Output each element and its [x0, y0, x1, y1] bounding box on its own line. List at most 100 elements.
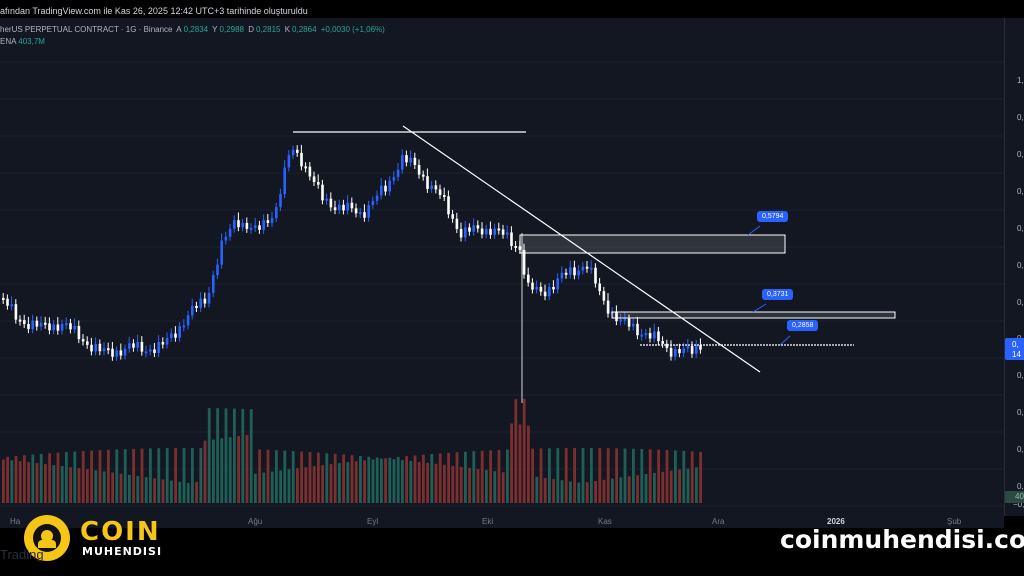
website-url[interactable]: coinmuhendisi.com: [780, 525, 1024, 554]
price-tick: 0,: [1017, 150, 1024, 159]
volume-bar: [262, 472, 266, 503]
volume-bar: [669, 470, 673, 503]
volume-bar: [564, 448, 568, 503]
candle-body: [39, 322, 43, 327]
candle-body: [560, 272, 564, 279]
candle-body: [388, 180, 391, 192]
volume-bar: [548, 448, 551, 503]
change-value: +0,0030 (+1,06%): [320, 25, 385, 34]
annotation-label-1[interactable]: 0,5794: [757, 211, 789, 222]
volume-bar: [371, 459, 375, 503]
candle-body: [396, 169, 400, 178]
candle-body: [678, 349, 681, 354]
volume-bar: [296, 468, 299, 503]
volume-bar: [14, 455, 18, 503]
price-chart[interactable]: herUS PERPETUAL CONTRACT · 1G · Binance …: [0, 18, 1004, 516]
volume-bar: [170, 480, 173, 503]
candle-body: [308, 166, 312, 177]
candle-body: [291, 149, 295, 156]
candle-body: [371, 200, 375, 206]
volume-bar: [321, 465, 324, 503]
volume-bar: [518, 424, 522, 503]
candle-body: [60, 323, 64, 331]
volume-bar: [258, 449, 261, 503]
volume-bar: [207, 408, 211, 503]
label-connector: [779, 335, 791, 346]
volume-bar: [594, 480, 597, 503]
volume-bar: [430, 454, 434, 503]
candle-body: [140, 341, 144, 352]
volume-bar: [270, 471, 274, 503]
candle-body: [165, 337, 169, 345]
price-tick: 0,: [1017, 371, 1024, 380]
candle-body: [594, 267, 597, 284]
candle-body: [153, 349, 156, 353]
volume-bar: [396, 456, 400, 503]
candle-body: [367, 205, 370, 218]
candle-body: [329, 198, 333, 208]
candle-body: [94, 343, 97, 352]
candle-body: [283, 167, 286, 195]
volume-bar: [426, 462, 429, 503]
candle-body: [690, 346, 694, 354]
volume-bar: [312, 466, 316, 503]
candle-body: [44, 322, 47, 325]
volume-bar: [455, 452, 459, 503]
label-connector: [747, 225, 761, 236]
volume-bar: [674, 450, 677, 503]
candle-body: [585, 266, 589, 269]
price-tick: 0,: [1017, 224, 1024, 233]
volume-bar: [699, 451, 702, 503]
volume-bar: [73, 451, 77, 503]
candle-body: [266, 220, 270, 223]
candle-body: [258, 225, 261, 230]
candle-body: [107, 348, 110, 351]
candle-body: [14, 304, 18, 320]
candle-body: [224, 236, 228, 241]
candle-body: [674, 349, 677, 357]
volume-bar: [6, 456, 9, 503]
time-axis[interactable]: Ha Ağu Eyl Eki Kas Ara 2026 Şub: [0, 516, 1004, 528]
candle-body: [90, 344, 93, 352]
candle-body: [115, 350, 118, 357]
candle-body: [69, 323, 72, 330]
candle-body: [279, 194, 282, 208]
level-box: [611, 311, 896, 319]
volume-bar: [186, 482, 190, 503]
volume-bar: [606, 448, 610, 503]
volume-bar: [464, 451, 467, 503]
volume-bar: [501, 472, 505, 503]
volume-bar: [623, 448, 627, 503]
volume-bar: [237, 436, 240, 503]
current-price-tag: 0, 14: [1005, 338, 1024, 360]
logo-emblem-icon: [33, 524, 61, 552]
annotation-label-2[interactable]: 0,3731: [762, 289, 794, 300]
volume-bar: [560, 480, 564, 503]
annotation-label-3[interactable]: 0,2858: [787, 320, 819, 331]
candle-body: [48, 323, 51, 331]
volume-bar: [94, 470, 98, 503]
candle-body: [598, 283, 601, 292]
volume-bar: [438, 453, 442, 503]
candle-body: [430, 185, 433, 189]
candle-body: [632, 323, 635, 327]
candle-body: [333, 207, 337, 211]
volume-bar: [153, 478, 156, 503]
volume-bar: [514, 399, 518, 503]
volume-bar: [178, 481, 182, 503]
chart-canvas[interactable]: [0, 18, 1004, 516]
watermark-text: Trading: [0, 547, 44, 562]
candle-body: [249, 227, 253, 230]
open-label: A: [176, 25, 182, 34]
price-axis[interactable]: 1, 0, 0, 0, 0, 0, 0, 0, 0, 0, 0, 0, −0,: [1004, 18, 1024, 516]
candle-body: [23, 320, 26, 325]
volume-bar: [48, 453, 51, 503]
volume-bar: [144, 477, 148, 503]
volume-bar: [405, 456, 408, 503]
time-label: Eki: [482, 517, 494, 526]
candle-body: [627, 318, 631, 327]
brand-logo-word: COIN: [80, 517, 161, 547]
volume-bar: [220, 438, 224, 503]
volume-bar: [497, 449, 501, 503]
volume-bar: [480, 450, 484, 503]
